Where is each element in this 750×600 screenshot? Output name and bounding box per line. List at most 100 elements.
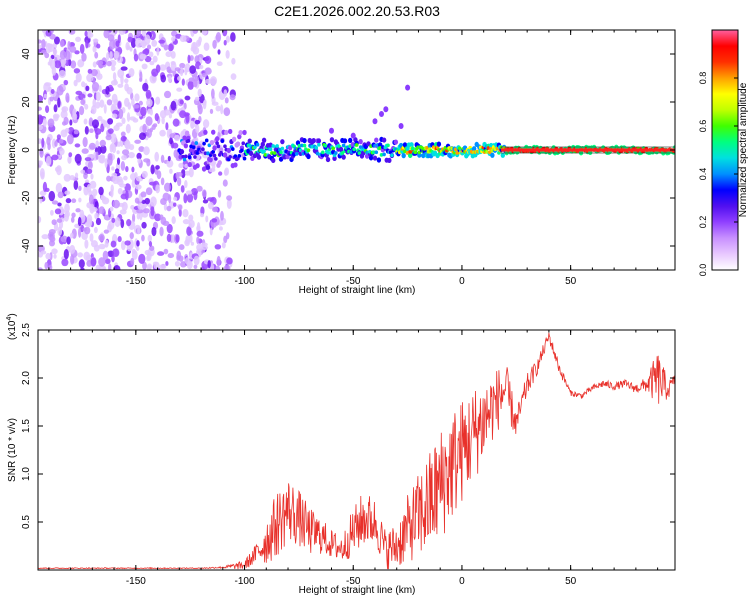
spectrogram-noise-speck xyxy=(105,85,110,95)
spectrogram-noise-speck xyxy=(223,169,228,176)
spectrogram-noise-speck xyxy=(125,123,131,134)
spectrogram-noise-speck xyxy=(87,93,93,98)
spectrogram-noise-speck xyxy=(154,113,159,122)
spectrogram-ridge-core xyxy=(340,151,345,155)
spectrogram-noise-speck xyxy=(177,204,183,211)
spectrogram-ridge-core xyxy=(228,155,232,159)
spectrogram-noise-speck xyxy=(90,68,98,77)
spectrogram-noise-speck xyxy=(126,219,132,227)
spectrogram-noise-speck xyxy=(120,131,126,137)
spectrogram-ridge-halo xyxy=(436,141,442,147)
spectrogram-noise-speck xyxy=(109,51,113,60)
spectrogram-noise-speck xyxy=(45,105,50,113)
spectrogram-noise-speck xyxy=(77,227,82,238)
spectrogram-noise-speck xyxy=(170,100,177,111)
spectrogram-noise-speck xyxy=(50,54,55,60)
spectrogram-noise-speck xyxy=(180,168,186,179)
spectrogram-noise-speck xyxy=(40,171,45,180)
spectrogram-ridge-core xyxy=(240,148,244,153)
spectrogram-noise-speck xyxy=(155,64,161,73)
spectrogram-noise-speck xyxy=(218,226,223,231)
spectrogram-noise-speck xyxy=(163,182,171,192)
spectrogram-ridge-halo xyxy=(212,145,217,151)
spectrogram-noise-speck xyxy=(51,154,59,161)
y-tick-label: 20 xyxy=(21,96,32,108)
spectrogram-noise-speck xyxy=(111,93,118,104)
spectrogram-noise-speck xyxy=(84,239,89,249)
spectrogram-ridge-core xyxy=(241,141,246,146)
spectrogram-noise-speck xyxy=(197,40,202,46)
spectrogram-noise-speck xyxy=(151,39,158,47)
spectrogram-noise-speck xyxy=(106,99,113,106)
spectrogram-noise-speck xyxy=(150,196,157,207)
spectrogram-noise-speck xyxy=(180,185,185,193)
x-tick-label: -150 xyxy=(126,276,146,287)
spectrogram-ridge-core xyxy=(223,144,227,149)
spectrogram-noise-speck xyxy=(160,177,165,186)
spectrogram-noise-speck xyxy=(115,122,123,127)
spectrogram-noise-speck xyxy=(81,52,87,62)
spectrogram-ridge-halo xyxy=(248,150,254,157)
spectrogram-noise-speck xyxy=(99,99,105,108)
spectrogram-noise-speck xyxy=(66,96,70,103)
spectrogram-ridge-halo xyxy=(358,139,363,145)
spectrogram-ridge-core xyxy=(214,156,218,161)
colorbar-tick-label: 0.8 xyxy=(698,72,708,85)
spectrogram-noise-speck xyxy=(154,213,162,222)
spectrogram-noise-speck xyxy=(127,36,133,43)
spectrogram-ridge-core xyxy=(253,145,257,150)
spectrogram-ridge-core xyxy=(408,150,412,154)
colorbar-tick-label: 0.0 xyxy=(698,264,708,277)
spectrogram-noise-speck xyxy=(174,67,181,72)
spectrogram-ridge-halo xyxy=(218,147,224,153)
spectrogram-noise-speck xyxy=(59,147,65,156)
spectrogram-x-axis-label: Height of straight line (km) xyxy=(299,285,416,296)
spectrogram-noise-speck xyxy=(177,177,182,187)
spectrogram-noise-speck xyxy=(126,112,131,122)
spectrogram-noise-speck xyxy=(211,218,218,223)
spectrogram-ridge-halo xyxy=(182,135,187,141)
spectrogram-ridge-halo xyxy=(235,141,241,147)
spectrogram-noise-speck xyxy=(160,74,167,83)
spectrogram-noise-speck xyxy=(77,252,84,258)
spectrogram-noise-speck xyxy=(116,157,121,165)
spectrogram-noise-speck xyxy=(223,264,231,270)
y-tick-label: 1.0 xyxy=(21,467,32,481)
spectrogram-noise-speck xyxy=(132,213,136,223)
spectrogram-noise-speck xyxy=(124,240,131,246)
spectrogram-noise-speck xyxy=(231,57,236,65)
spectrogram-noise-speck xyxy=(41,137,45,148)
spectrogram-noise-speck xyxy=(178,208,182,217)
spectrogram-noise-speck xyxy=(203,42,210,51)
spectrogram-noise-speck xyxy=(108,263,112,270)
spectrogram-noise-speck xyxy=(51,219,57,226)
spectrogram-noise-speck xyxy=(57,97,61,108)
spectrogram-noise-speck xyxy=(95,91,101,102)
spectrogram-noise-speck xyxy=(185,190,193,195)
spectrogram-noise-speck xyxy=(196,185,203,192)
spectrogram-ridge-core xyxy=(220,139,225,143)
spectrogram-noise-speck xyxy=(192,30,199,34)
spectrogram-noise-speck xyxy=(151,226,157,237)
spectrogram-noise-speck xyxy=(40,49,47,55)
colorbar-ticks: 0.0 0.2 0.4 0.6 0.8 xyxy=(698,72,738,277)
spectrogram-ridge-core xyxy=(206,151,210,156)
spectrogram-noise-speck xyxy=(80,99,86,105)
spectrogram-noise-speck xyxy=(128,67,135,77)
spectrogram-noise-speck xyxy=(184,66,188,76)
spectrogram-noise-speck xyxy=(215,32,222,43)
spectrogram-noise-speck xyxy=(158,39,165,44)
spectrogram-ridge-halo xyxy=(238,130,243,136)
spectrogram-noise-speck xyxy=(85,85,90,92)
spectrogram-noise-speck xyxy=(118,30,126,35)
x-tick-label: 50 xyxy=(565,576,577,587)
spectrogram-noise-speck xyxy=(167,155,171,162)
spectrogram-noise-speck xyxy=(74,153,82,164)
spectrogram-noise-speck xyxy=(113,50,120,59)
spectrogram-noise-speck xyxy=(83,118,88,125)
spectrogram-noise-speck xyxy=(224,97,229,104)
spectrogram-noise-speck xyxy=(98,243,106,250)
spectrogram-ridge-halo xyxy=(393,139,399,145)
spectrogram-noise-speck xyxy=(53,104,58,113)
spectrogram-noise-speck xyxy=(194,96,200,101)
